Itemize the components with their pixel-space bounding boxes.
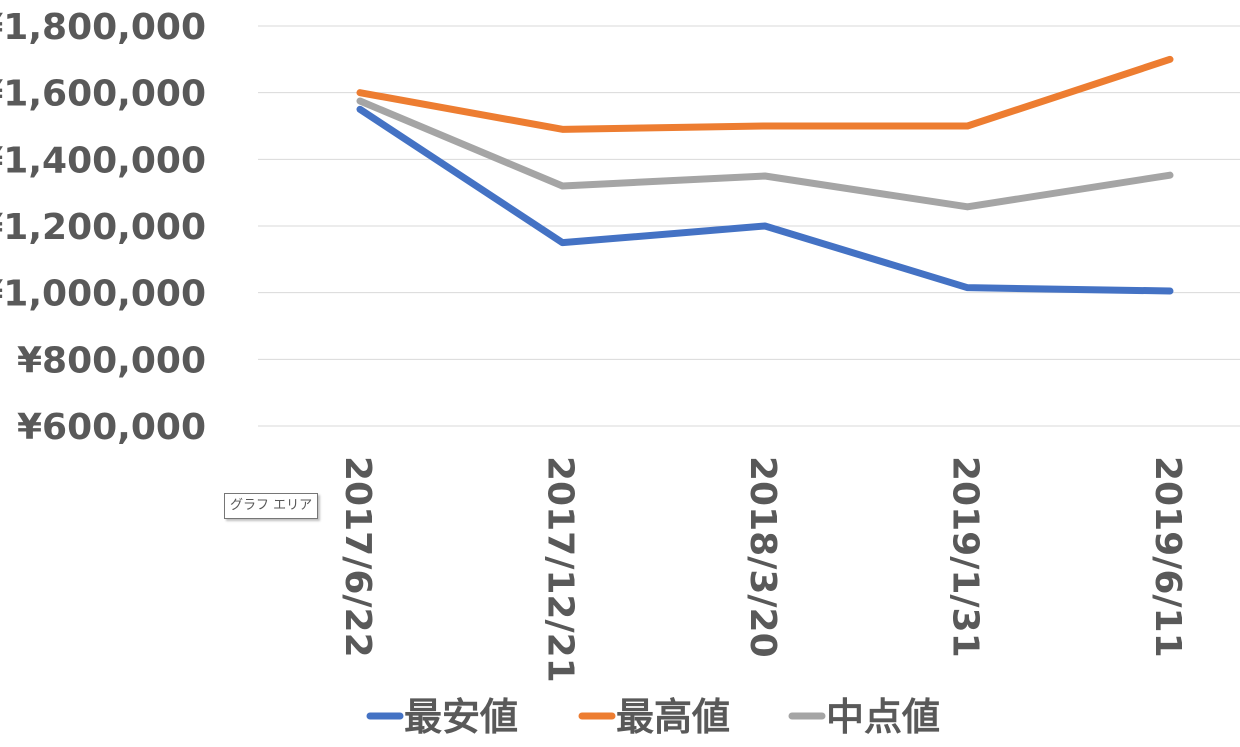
- x-tick-label: 2018/3/20: [742, 456, 783, 658]
- series-line: [356, 105, 1174, 295]
- x-tick-label: 2017/6/22: [337, 456, 378, 658]
- y-tick-label: ¥600,000: [17, 407, 206, 448]
- x-tick-label: 2017/12/21: [540, 456, 581, 683]
- legend-label: 中点値: [826, 695, 940, 739]
- y-tick-label: ¥1,000,000: [0, 274, 206, 315]
- series-line: [356, 97, 1174, 211]
- y-tick-label: ¥800,000: [17, 340, 206, 381]
- series-lines: [356, 55, 1174, 295]
- y-tick-label: ¥1,800,000: [0, 7, 206, 48]
- legend-label: 最高値: [616, 695, 730, 739]
- chart-area-tooltip: グラフ エリア: [224, 493, 319, 519]
- y-tick-label: ¥1,400,000: [0, 140, 206, 181]
- legend: 最安値 最高値 中点値: [366, 695, 940, 739]
- legend-label: 最安値: [404, 695, 518, 739]
- series-line: [356, 55, 1174, 133]
- x-axis-tick-labels: 2017/6/22 2017/12/21 2018/3/20 2019/1/31 201…: [337, 456, 1188, 683]
- x-tick-label: 2019/6/11: [1147, 456, 1188, 658]
- y-tick-label: ¥1,200,000: [0, 207, 206, 248]
- y-axis-tick-labels: ¥600,000 ¥800,000 ¥1,000,000 ¥1,200,000 ¥1,4…: [0, 7, 206, 448]
- x-tick-label: 2019/1/31: [945, 456, 986, 658]
- gridlines: [258, 25, 1240, 427]
- y-tick-label: ¥1,600,000: [0, 74, 206, 115]
